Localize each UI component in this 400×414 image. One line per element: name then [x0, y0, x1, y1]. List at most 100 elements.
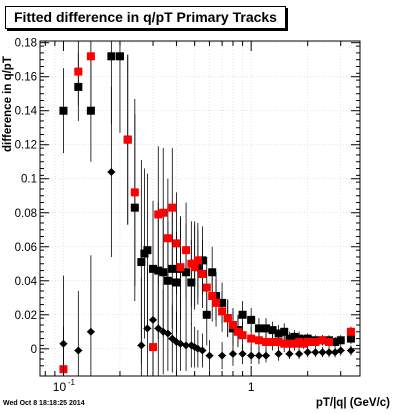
data-point-square [163, 234, 172, 243]
data-point-square [130, 203, 139, 212]
data-point-square [280, 327, 289, 336]
data-point-diamond [285, 349, 294, 358]
chart-title: Fitted difference in q/pT Primary Tracks [5, 6, 286, 29]
data-point-square [295, 337, 304, 346]
data-point-square [254, 324, 263, 333]
data-point-square [331, 337, 340, 346]
data-point-square [59, 106, 68, 115]
data-point-diamond [311, 348, 320, 357]
data-point-diamond [303, 348, 312, 357]
data-point-square [218, 307, 227, 316]
data-point-square [163, 276, 172, 285]
data-point-square [299, 339, 308, 348]
data-point-square [218, 298, 227, 307]
data-point-diamond [163, 329, 172, 338]
y-tick-label: 0.02 [15, 310, 37, 322]
grid-lines [40, 41, 360, 376]
data-point-square [228, 320, 237, 329]
data-point-diamond [149, 315, 158, 324]
data-point-diamond [346, 346, 355, 355]
data-point-square [336, 336, 345, 345]
data-point-square [172, 239, 181, 248]
error-bars [59, 41, 355, 376]
data-point-square [290, 332, 299, 341]
data-point-square [247, 334, 256, 343]
data-point-square [176, 263, 185, 272]
data-point-square [190, 263, 199, 272]
data-point-square [274, 329, 283, 338]
data-point-square [154, 210, 163, 219]
data-point-square [130, 188, 139, 197]
data-point-square [74, 67, 83, 76]
data-point-square [193, 256, 202, 265]
y-axis-label: difference in q/pT [2, 56, 14, 152]
data-point-diamond [86, 327, 95, 336]
data-point-square [223, 314, 232, 323]
data-point-square [198, 269, 207, 278]
data-point-square [247, 315, 256, 324]
data-point-square [86, 106, 95, 115]
y-tick-label: 0.14 [15, 106, 38, 118]
data-point-diamond [205, 351, 214, 360]
data-point-square [212, 298, 221, 307]
data-point-diamond [262, 351, 271, 360]
data-point-square [123, 135, 132, 144]
data-point-diamond [143, 324, 152, 333]
data-point-diamond [228, 349, 237, 358]
x-tick-label: 1 [248, 380, 255, 394]
data-point-square [238, 310, 247, 319]
data-point-diamond [59, 339, 68, 348]
data-point-diamond [247, 351, 256, 360]
data-point-square [202, 283, 211, 292]
axis-ticks [40, 41, 360, 376]
data-point-square [74, 82, 83, 91]
data-point-square [159, 268, 168, 277]
data-point-square [233, 327, 242, 336]
data-point-square [268, 326, 277, 335]
x-axis-label: pT/|q| (GeV/c) [315, 397, 390, 409]
data-point-square [346, 334, 355, 343]
data-point-diamond [336, 346, 345, 355]
y-tick-label: 0.06 [15, 242, 37, 254]
y-tick-label: 0.08 [15, 208, 37, 220]
data-point-diamond [182, 341, 191, 350]
data-point-square [182, 268, 191, 277]
data-point-square [137, 258, 146, 267]
y-tick-label: 0 [31, 344, 37, 356]
data-point-diamond [74, 346, 83, 355]
data-point-square [202, 310, 211, 319]
data-point-diamond [198, 346, 207, 355]
data-point-square [262, 324, 271, 333]
data-point-diamond [107, 167, 116, 176]
data-point-square [154, 266, 163, 275]
data-point-square [280, 339, 289, 348]
y-tick-label: 0.18 [15, 38, 37, 50]
data-point-square [303, 337, 312, 346]
x-tick-label: 10 [53, 380, 67, 394]
x-tick-label-exponent: -1 [68, 378, 76, 387]
data-point-diamond [218, 351, 227, 360]
data-point-square [318, 336, 327, 345]
data-point-square [274, 337, 283, 346]
data-point-square [168, 264, 177, 273]
data-point-square [238, 331, 247, 340]
y-tick-label: 0.12 [15, 140, 37, 152]
data-point-square [311, 337, 320, 346]
data-point-diamond [325, 348, 334, 357]
data-point-square [325, 337, 334, 346]
data-point-diamond [154, 324, 163, 333]
y-tick-label: 0.16 [15, 72, 37, 84]
plot-frame [39, 40, 361, 377]
data-point-square [107, 52, 116, 61]
data-point-square [149, 264, 158, 273]
data-point-square [182, 246, 191, 255]
data-point-square [159, 208, 168, 217]
data-point-square [285, 334, 294, 343]
data-point-diamond [318, 348, 327, 357]
data-point-diamond [238, 349, 247, 358]
data-point-square [198, 256, 207, 265]
data-point-square [149, 343, 158, 352]
data-point-square [254, 336, 263, 345]
data-point-square [290, 339, 299, 348]
